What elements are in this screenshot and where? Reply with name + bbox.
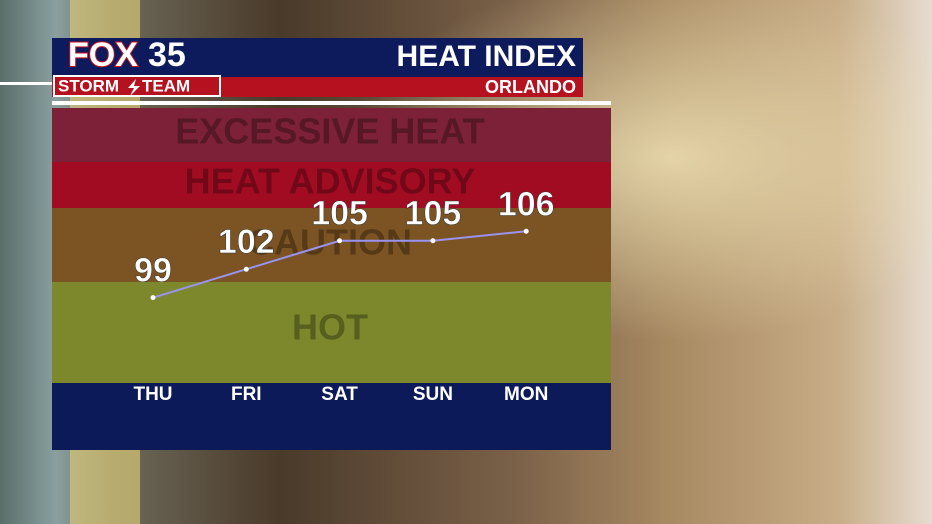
value-label: 105	[405, 195, 462, 233]
band	[52, 282, 611, 383]
point	[337, 238, 343, 244]
chart-title: HEAT INDEX	[397, 40, 576, 73]
value-label: 99	[134, 252, 172, 290]
accent-line	[0, 82, 52, 85]
value-label: 105	[311, 195, 368, 233]
header-bar	[52, 38, 583, 77]
value-label: 102	[218, 223, 275, 261]
point	[523, 228, 529, 234]
band	[52, 108, 611, 162]
team-right: TEAM	[142, 76, 190, 95]
point	[243, 266, 249, 272]
x-tick-label: SAT	[321, 384, 358, 405]
x-tick-label: SUN	[413, 384, 453, 405]
band-label: EXCESSIVE HEAT	[175, 111, 484, 152]
band	[52, 208, 611, 282]
band-label: HOT	[292, 307, 368, 348]
team-left: STORM	[58, 76, 119, 95]
chart-subtitle: ORLANDO	[485, 77, 576, 97]
lightning-icon	[128, 79, 140, 96]
plot: EXCESSIVE HEAT HEAT ADVISORY CAUTION HOT 99 1…	[52, 108, 611, 405]
logo-number: 35	[148, 36, 186, 74]
band	[52, 162, 611, 208]
x-tick-label: THU	[133, 384, 172, 405]
band-label: HEAT ADVISORY	[185, 161, 476, 202]
x-tick-label: MON	[504, 384, 548, 405]
band-label: CAUTION	[248, 222, 412, 263]
point	[150, 295, 156, 301]
divider	[52, 101, 611, 105]
value-label: 106	[498, 185, 555, 223]
x-tick-label: FRI	[231, 384, 262, 405]
point	[430, 238, 436, 244]
logo-word: FOX	[68, 36, 138, 74]
